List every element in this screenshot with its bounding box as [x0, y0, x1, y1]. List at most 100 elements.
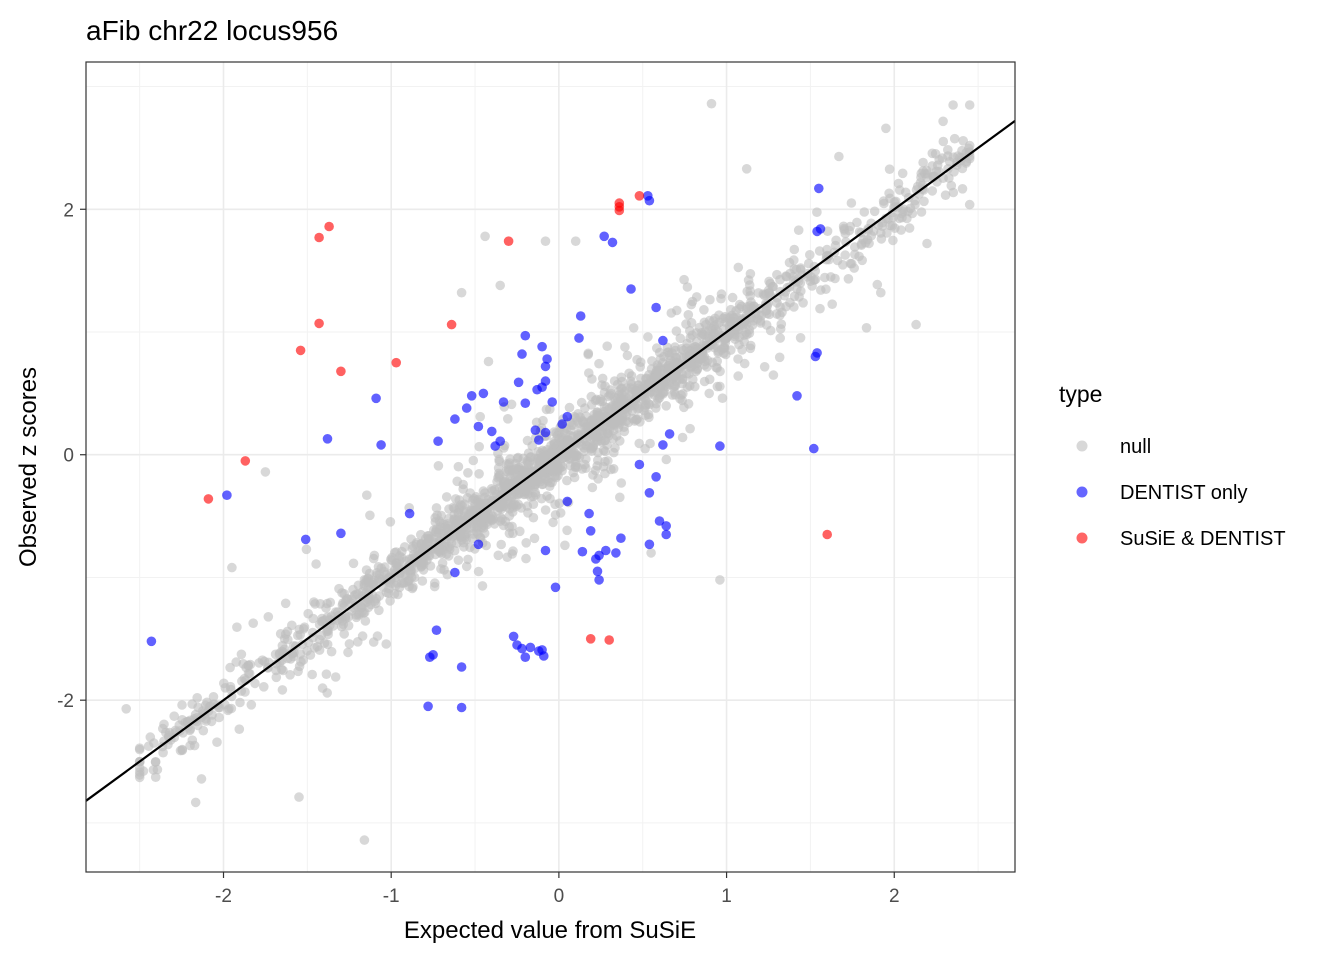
- null-point: [841, 237, 851, 247]
- null-point: [372, 631, 383, 641]
- null-point: [795, 333, 806, 343]
- null-point: [468, 455, 479, 466]
- null-point: [520, 467, 531, 478]
- null-point: [540, 505, 551, 515]
- y-tick-label: 2: [63, 200, 74, 221]
- null-point: [185, 725, 195, 736]
- dentist-only-point: [456, 702, 467, 713]
- null-point: [570, 236, 581, 246]
- plot-panel: [85, 61, 1016, 873]
- null-point: [784, 257, 795, 268]
- null-point: [340, 613, 351, 624]
- null-point: [807, 281, 817, 291]
- dentist-only-point: [644, 488, 655, 498]
- null-point: [805, 250, 815, 260]
- null-point: [888, 235, 898, 246]
- dentist-only-point: [473, 421, 484, 432]
- y-tick-label: -2: [57, 691, 74, 712]
- dentist-only-point: [520, 330, 531, 341]
- null-point: [389, 589, 400, 599]
- null-point: [765, 325, 776, 336]
- null-point: [630, 386, 641, 397]
- null-point: [185, 740, 195, 751]
- null-point: [330, 672, 341, 682]
- susie-dentist-points: [203, 191, 832, 645]
- dentist-only-point: [540, 361, 551, 372]
- minor-gridlines: [86, 62, 1015, 872]
- null-point: [602, 402, 612, 413]
- null-point: [504, 522, 514, 532]
- null-point: [905, 203, 916, 214]
- dentist-only-point: [222, 490, 232, 501]
- null-point: [441, 492, 452, 502]
- susie-dentist-point: [295, 345, 306, 356]
- null-point: [572, 416, 583, 426]
- null-point: [359, 835, 370, 845]
- dentist-only-point: [562, 496, 573, 507]
- null-point: [927, 186, 938, 196]
- dentist-only-point: [433, 436, 443, 447]
- null-point: [554, 498, 565, 509]
- null-point: [190, 797, 201, 808]
- null-point: [177, 700, 187, 710]
- null-point: [745, 343, 756, 354]
- null-point: [775, 333, 785, 343]
- null-point: [385, 578, 396, 589]
- null-point: [465, 488, 476, 498]
- susie-dentist-point: [391, 357, 402, 368]
- null-point: [516, 503, 526, 513]
- null-point: [789, 244, 800, 255]
- null-point: [916, 207, 927, 217]
- null-point: [538, 415, 548, 426]
- dentist-only-point: [644, 539, 655, 550]
- null-point: [506, 399, 517, 410]
- null-point: [700, 356, 710, 367]
- null-point: [495, 280, 506, 291]
- null-point: [916, 168, 926, 179]
- dentist-only-point: [508, 631, 519, 642]
- null-point: [344, 639, 355, 649]
- dentist-only-point: [423, 701, 433, 712]
- dentist-only-point: [404, 508, 415, 519]
- null-point: [365, 510, 375, 521]
- null-point: [852, 217, 862, 228]
- null-point: [357, 631, 368, 641]
- null-point: [483, 356, 494, 367]
- dentist-only-point: [599, 231, 609, 242]
- null-point: [957, 184, 968, 194]
- dentist-only-point: [371, 393, 381, 404]
- null-point: [918, 157, 928, 168]
- dentist-only-point: [539, 651, 549, 661]
- null-point: [727, 292, 738, 303]
- null-point: [121, 704, 131, 714]
- dentist-only-point: [584, 508, 594, 519]
- null-point: [480, 231, 490, 242]
- null-point: [781, 271, 792, 282]
- null-point: [208, 692, 219, 702]
- null-point: [226, 691, 237, 702]
- null-point: [661, 401, 671, 411]
- legend-title: type: [1059, 381, 1102, 407]
- null-point: [504, 511, 515, 521]
- null-point: [614, 419, 625, 429]
- null-point: [463, 554, 473, 565]
- null-point: [301, 544, 312, 555]
- null-point: [667, 348, 677, 358]
- null-point: [430, 578, 440, 588]
- null-point: [768, 370, 779, 380]
- null-point: [827, 299, 837, 310]
- null-point: [911, 319, 921, 330]
- null-point: [400, 577, 410, 588]
- null-point: [586, 400, 597, 410]
- null-point: [616, 383, 626, 394]
- dentist-only-point: [487, 426, 497, 437]
- null-point: [661, 454, 672, 465]
- null-point: [603, 431, 614, 441]
- null-point: [615, 492, 625, 503]
- dentist-only-point: [542, 354, 552, 364]
- susie-dentist-point: [314, 318, 324, 329]
- null-point: [496, 498, 507, 508]
- null-point: [246, 700, 257, 710]
- null-point: [236, 649, 247, 660]
- null-point: [850, 242, 860, 252]
